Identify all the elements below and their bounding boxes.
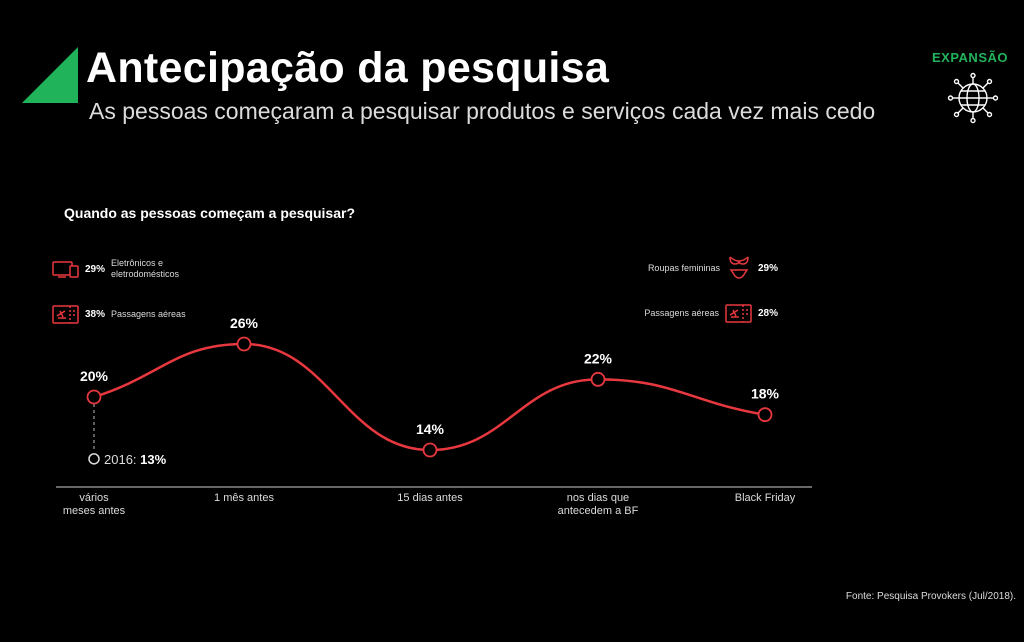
globe-network-icon [947,72,999,124]
section-tag: EXPANSÃO [932,50,1008,65]
category-percent: 28% [757,308,778,319]
category-label: Passagens aéreas [111,309,186,319]
annotation-point [88,453,100,465]
airline-ticket-icon [725,304,752,323]
right-category-flights: Passagens aéreas 28% [600,304,778,323]
category-percent: 29% [757,262,778,274]
annotation-label: 2016: 13% [104,452,167,467]
x-tick-label: meses antes [63,505,126,517]
x-tick-label: nos dias que [567,492,629,504]
category-percent: 29% [85,263,106,275]
category-label: Roupas femininas [647,262,720,273]
data-label: 18% [751,386,780,402]
accent-triangle [22,47,78,103]
data-point [86,389,102,405]
data-point [590,371,606,387]
series-line [93,342,766,452]
airline-ticket-icon [52,305,79,324]
x-tick-label: 1 mês antes [214,492,274,504]
page-title: Antecipação da pesquisa [86,44,610,92]
x-tick-label: Black Friday [735,492,796,504]
x-tick-label: vários [79,492,109,504]
chart-question: Quando as pessoas começam a pesquisar? [64,205,356,221]
data-label: 20% [80,368,109,384]
x-tick-label: 15 dias antes [397,492,463,504]
left-category-devices: 29% Eletrônicos e eletrodomésticos [52,258,191,280]
left-category-flights: 38% Passagens aéreas [52,305,186,324]
devices-icon [52,260,79,278]
data-label: 14% [416,421,445,437]
data-point [236,336,252,352]
source-note: Fonte: Pesquisa Provokers (Jul/2018). [845,591,1016,602]
category-percent: 38% [85,309,106,320]
category-label: Eletrônicos e eletrodomésticos [111,258,180,279]
lingerie-icon [729,256,749,279]
data-label: 22% [584,350,613,366]
data-point [422,442,438,458]
data-point [757,407,773,423]
category-label: Passagens aéreas [644,308,719,318]
right-category-clothing: Roupas femininas 29% [600,255,778,281]
annotation-value: 13% [140,452,166,467]
data-label: 26% [230,315,259,331]
x-tick-label: antecedem a BF [558,505,639,517]
page-subtitle: As pessoas começaram a pesquisar produto… [89,98,876,124]
